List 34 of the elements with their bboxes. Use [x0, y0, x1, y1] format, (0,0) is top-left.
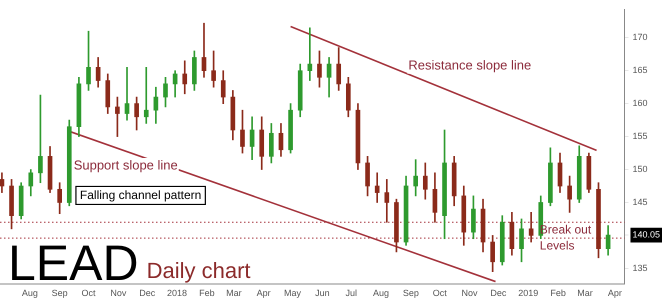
x-tick-label: Feb — [199, 288, 215, 298]
y-tick-label: 145 — [632, 196, 648, 207]
x-tick-label: Dec — [490, 288, 507, 298]
x-tick-label: Sep — [52, 288, 68, 298]
x-tick-label: Aug — [373, 288, 390, 298]
x-tick-label: Mar — [577, 288, 593, 298]
x-tick-label: Apr — [256, 288, 271, 298]
y-tick-label: 165 — [632, 65, 648, 76]
annotation: Support slope line — [74, 158, 178, 173]
y-tick-label: 155 — [632, 131, 648, 142]
x-tick-label: Jul — [345, 288, 357, 298]
x-tick-label: Nov — [462, 288, 478, 298]
text: Daily chart — [146, 258, 251, 284]
x-tick-label: Jun — [315, 288, 330, 298]
y-tick-label: 160 — [632, 98, 648, 108]
x-tick-label: Feb — [550, 288, 566, 298]
annotation: Falling channel pattern — [80, 188, 202, 202]
annotation: Resistance slope line — [408, 57, 532, 72]
x-tick-label: Mar — [226, 288, 242, 298]
y-tick-label: 135 — [632, 262, 648, 273]
x-tick-label: 2018 — [167, 288, 188, 298]
x-tick-label: Aug — [22, 288, 38, 298]
candlestick — [124, 67, 130, 120]
x-tick-label: Oct — [432, 288, 448, 298]
x-tick-label: Apr — [608, 288, 622, 298]
x-tick-label: 2019 — [518, 288, 538, 298]
x-tick-label: Dec — [139, 288, 156, 298]
x-tick-label: Sep — [402, 288, 419, 298]
y-tick-label: 140.05 — [632, 230, 660, 240]
x-tick-label: Oct — [82, 288, 96, 298]
x-tick-label: Nov — [110, 288, 127, 298]
y-tick-label: 150 — [632, 164, 648, 174]
y-tick-label: 170 — [632, 32, 648, 42]
x-tick-label: May — [284, 288, 302, 298]
